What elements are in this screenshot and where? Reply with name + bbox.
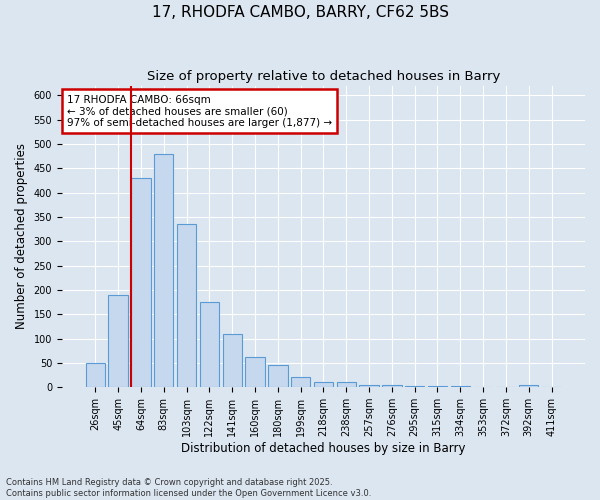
Bar [154, 154, 173, 387]
Bar [405, 386, 424, 387]
Y-axis label: Number of detached properties: Number of detached properties [15, 144, 28, 330]
Bar [451, 386, 470, 387]
Bar [109, 295, 128, 387]
Bar [428, 386, 447, 387]
Bar [382, 385, 401, 387]
Bar [131, 178, 151, 387]
Bar [337, 382, 356, 387]
Bar [86, 363, 105, 387]
Bar [519, 385, 538, 387]
Bar [223, 334, 242, 387]
Bar [291, 376, 310, 387]
Bar [177, 224, 196, 387]
Text: 17, RHODFA CAMBO, BARRY, CF62 5BS: 17, RHODFA CAMBO, BARRY, CF62 5BS [151, 5, 449, 20]
Title: Size of property relative to detached houses in Barry: Size of property relative to detached ho… [147, 70, 500, 83]
Text: 17 RHODFA CAMBO: 66sqm
← 3% of detached houses are smaller (60)
97% of semi-deta: 17 RHODFA CAMBO: 66sqm ← 3% of detached … [67, 94, 332, 128]
X-axis label: Distribution of detached houses by size in Barry: Distribution of detached houses by size … [181, 442, 466, 455]
Bar [314, 382, 333, 387]
Bar [359, 385, 379, 387]
Bar [268, 366, 287, 387]
Text: Contains HM Land Registry data © Crown copyright and database right 2025.
Contai: Contains HM Land Registry data © Crown c… [6, 478, 371, 498]
Bar [200, 302, 219, 387]
Bar [245, 357, 265, 387]
